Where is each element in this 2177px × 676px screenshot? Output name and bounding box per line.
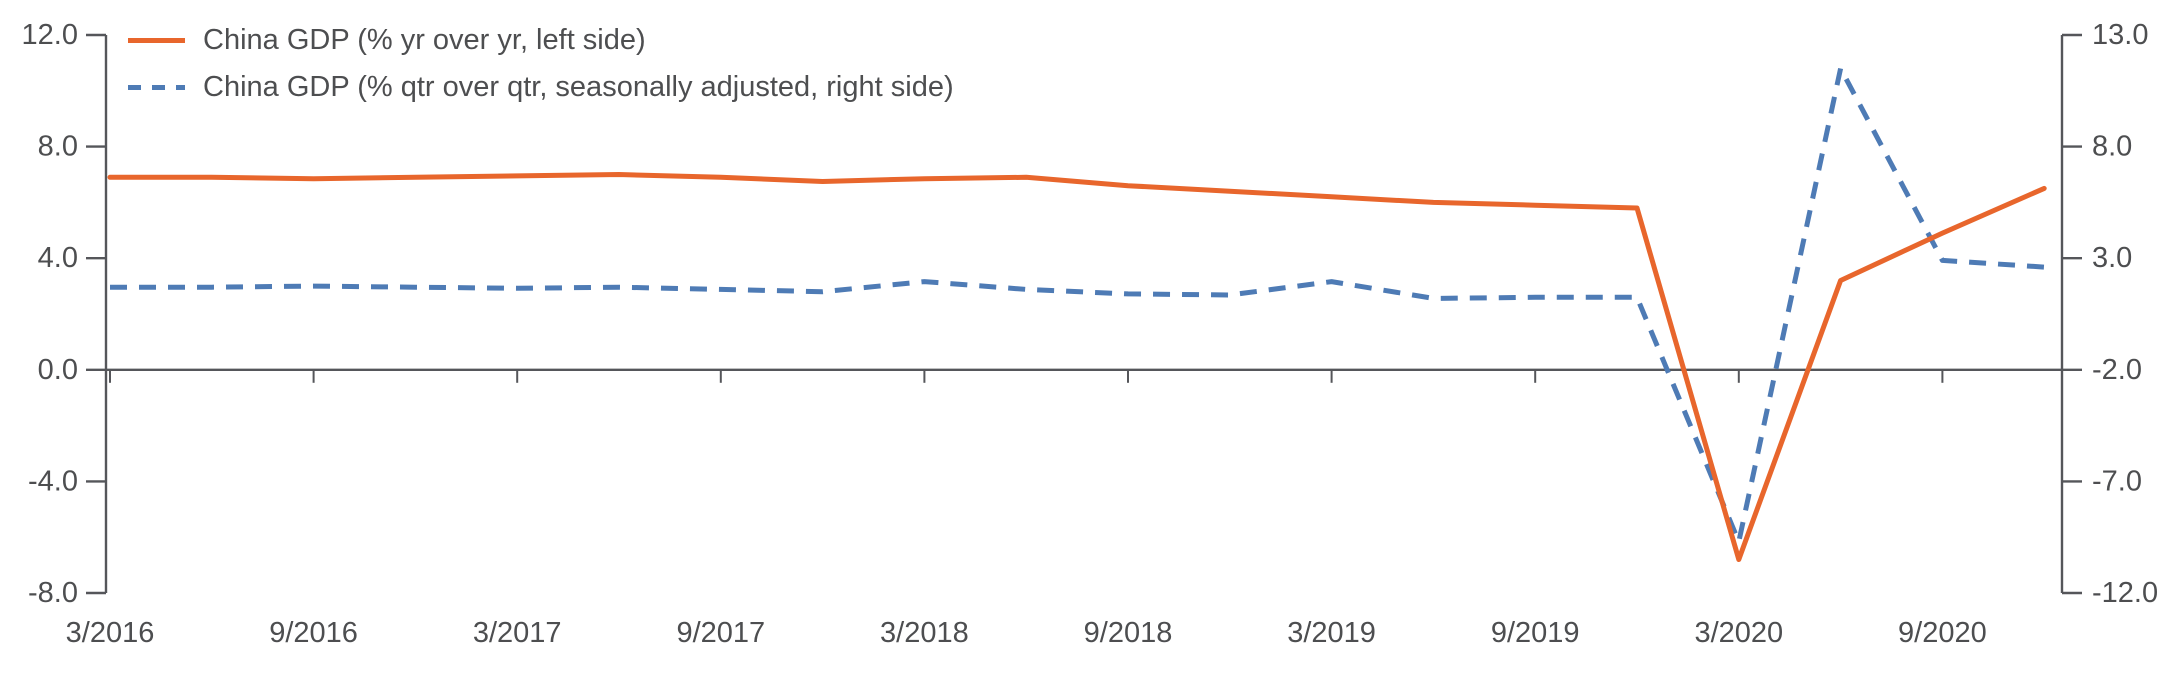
left-axis-tick-label: -4.0: [28, 465, 78, 497]
qoq-line-swatch: [128, 84, 185, 90]
legend-item-qoq: China GDP (% qtr over qtr, seasonally ad…: [128, 68, 954, 106]
x-axis-tick-label: 9/2016: [269, 617, 358, 649]
x-axis-tick-label: 3/2016: [66, 617, 155, 649]
left-axis-tick-label: -8.0: [28, 577, 78, 609]
legend: China GDP (% yr over yr, left side) Chin…: [128, 21, 954, 106]
left-axis-tick-label: 0.0: [38, 354, 78, 386]
legend-item-qoq-label: China GDP (% qtr over qtr, seasonally ad…: [203, 70, 954, 103]
right-axis-tick-label: 3.0: [2092, 242, 2132, 274]
right-axis-tick-label: 8.0: [2092, 131, 2132, 163]
legend-item-yoy-label: China GDP (% yr over yr, left side): [203, 23, 646, 56]
x-axis-tick-label: 3/2019: [1287, 617, 1376, 649]
x-axis-tick-label: 9/2020: [1898, 617, 1987, 649]
x-axis-tick-label: 9/2019: [1491, 617, 1580, 649]
left-axis-tick-label: 4.0: [38, 242, 78, 274]
x-axis-tick-label: 3/2018: [880, 617, 969, 649]
x-axis-tick-label: 3/2017: [473, 617, 562, 649]
left-axis-tick-label: 12.0: [22, 19, 78, 51]
x-axis-tick-label: 9/2017: [676, 617, 765, 649]
right-axis-tick-label: -7.0: [2092, 465, 2142, 497]
x-axis-tick-label: 3/2020: [1694, 617, 1783, 649]
right-axis-tick-label: 13.0: [2092, 19, 2148, 51]
left-axis-tick-label: 8.0: [38, 131, 78, 163]
x-axis-tick-label: 9/2018: [1084, 617, 1173, 649]
yoy-line-swatch: [128, 37, 185, 43]
yoy-gdp-line: [107, 172, 2047, 562]
right-axis-tick-label: -12.0: [2092, 577, 2158, 609]
qoq-gdp-line: [110, 66, 2045, 545]
legend-item-yoy: China GDP (% yr over yr, left side): [128, 21, 954, 59]
right-axis-tick-label: -2.0: [2092, 354, 2142, 386]
